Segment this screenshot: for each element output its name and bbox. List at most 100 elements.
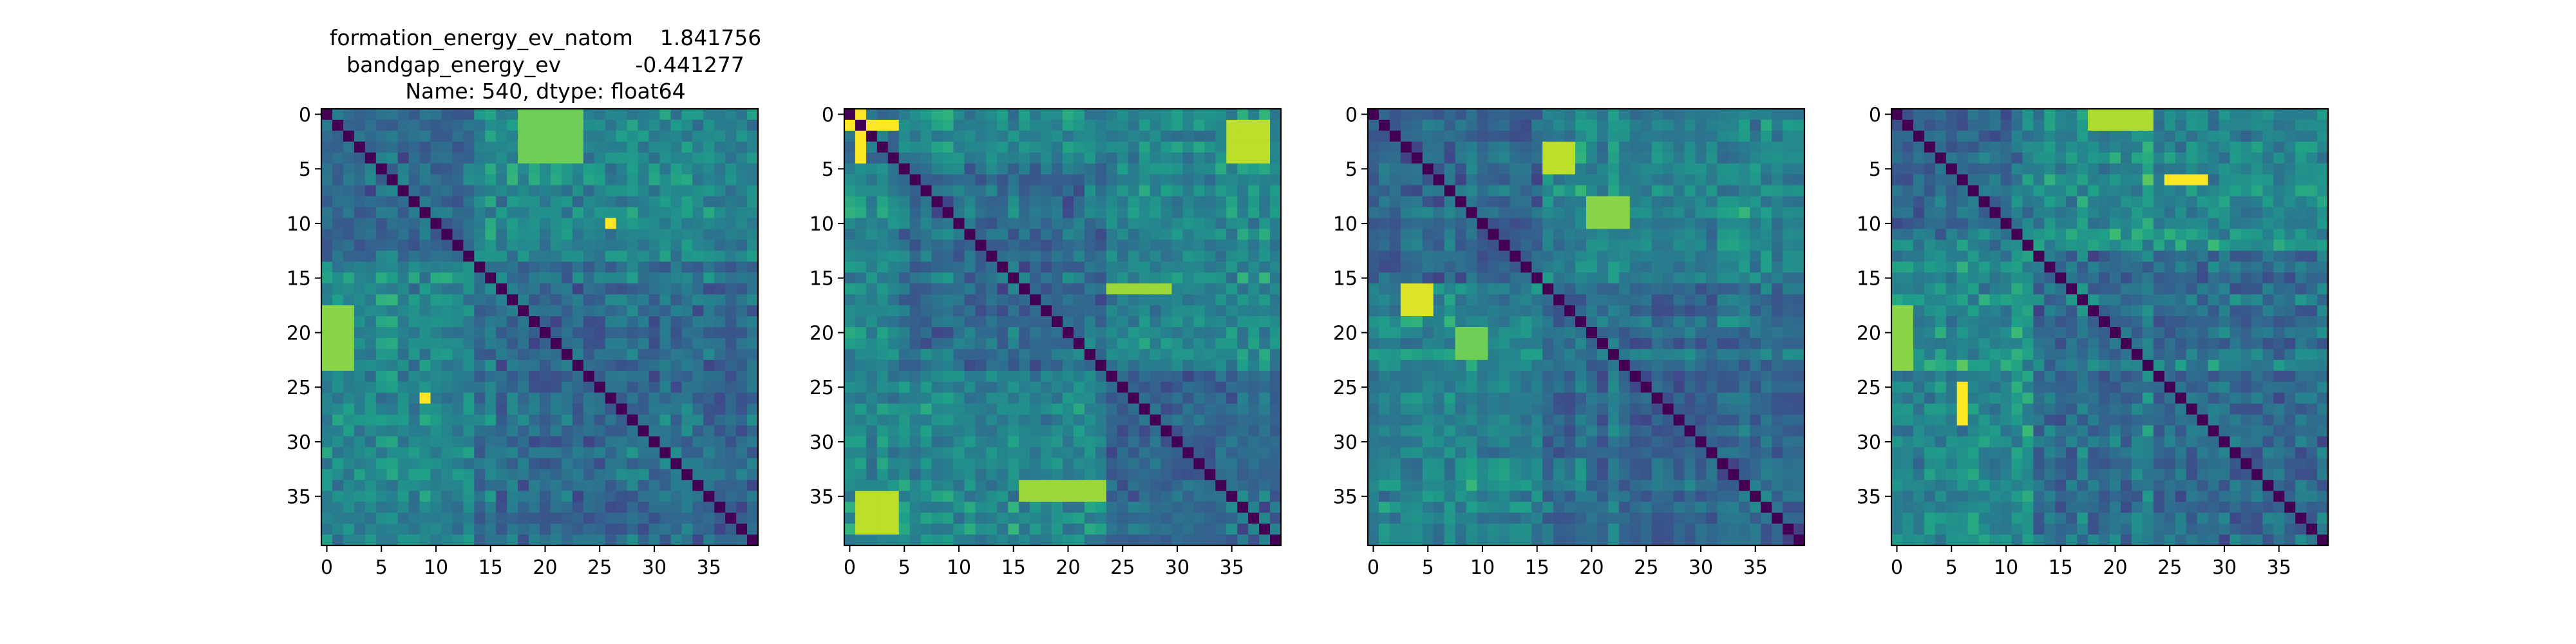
heatmap-cell	[1739, 436, 1750, 448]
heatmap-cell	[931, 294, 943, 306]
heatmap-cell	[474, 381, 486, 393]
heatmap-cell	[1052, 218, 1063, 230]
x-tick-label: 10	[424, 556, 448, 579]
heatmap-cell	[561, 414, 573, 426]
heatmap-cell	[681, 141, 693, 153]
heatmap-cell	[1651, 381, 1663, 393]
heatmap-cell	[986, 447, 998, 459]
heatmap-cell	[1433, 305, 1445, 317]
heatmap-cell	[986, 381, 998, 393]
heatmap-cell	[931, 218, 943, 230]
heatmap-cell	[1607, 229, 1620, 240]
heatmap-cell	[1106, 370, 1118, 383]
heatmap-cell	[1542, 337, 1554, 350]
heatmap-cell	[1684, 491, 1696, 502]
heatmap-cell	[747, 109, 759, 120]
heatmap-cell	[1640, 229, 1653, 240]
heatmap-cell	[1499, 130, 1510, 142]
heatmap-cell	[986, 240, 998, 251]
heatmap-cell	[1794, 524, 1805, 535]
heatmap-cell	[1193, 436, 1205, 448]
heatmap-cell	[1193, 251, 1205, 262]
heatmap-cell	[1596, 458, 1609, 469]
heatmap-cell	[1422, 316, 1434, 328]
heatmap-cell	[1750, 414, 1761, 426]
heatmap-cell	[670, 163, 682, 175]
heatmap-cell	[1444, 327, 1456, 339]
heatmap-cell	[1063, 185, 1074, 197]
heatmap-cell	[1128, 261, 1140, 273]
heatmap-cell	[1695, 163, 1707, 175]
heatmap-cell	[887, 524, 900, 535]
heatmap-cell	[692, 109, 704, 120]
heatmap-cell	[1030, 513, 1041, 524]
heatmap-cell	[1596, 174, 1609, 186]
heatmap-cell	[1913, 109, 1925, 120]
heatmap-cell	[1673, 370, 1685, 383]
heatmap-cell	[898, 109, 911, 120]
heatmap-cell	[1444, 305, 1456, 317]
heatmap-cell	[692, 535, 704, 546]
heatmap-cell	[463, 119, 475, 131]
heatmap-cell	[375, 141, 388, 153]
heatmap-cell	[397, 524, 410, 535]
heatmap-cell	[561, 294, 573, 306]
heatmap-cell	[649, 163, 661, 175]
heatmap-cell	[1542, 524, 1554, 535]
heatmap-cell	[1073, 370, 1085, 383]
heatmap-cell	[1794, 491, 1805, 502]
heatmap-cell	[1182, 392, 1194, 404]
heatmap-cell	[1466, 513, 1478, 524]
heatmap-cell	[1596, 294, 1609, 306]
heatmap-cell	[616, 272, 628, 284]
heatmap-cell	[332, 348, 344, 361]
heatmap-cell	[594, 196, 606, 208]
heatmap-cell	[1466, 535, 1478, 546]
heatmap-cell	[572, 305, 584, 317]
heatmap-cell	[1596, 141, 1609, 153]
heatmap-cell	[1640, 283, 1653, 295]
heatmap-cell	[986, 316, 998, 328]
heatmap-cell	[855, 535, 867, 546]
heatmap-cell	[1531, 491, 1543, 502]
heatmap-cell	[931, 185, 943, 197]
heatmap-cell	[1411, 348, 1423, 361]
heatmap-cell	[964, 294, 976, 306]
heatmap-cell	[1084, 305, 1096, 317]
heatmap-cell	[1783, 218, 1794, 230]
heatmap-cell	[408, 414, 421, 426]
heatmap-cell	[1739, 294, 1750, 306]
heatmap-cell	[1052, 185, 1063, 197]
heatmap-cell	[876, 130, 889, 142]
heatmap-cell	[1629, 359, 1642, 372]
heatmap-cell	[1160, 414, 1173, 426]
heatmap-cell	[1019, 163, 1030, 175]
heatmap-cell	[540, 294, 551, 306]
heatmap-cell	[452, 109, 464, 120]
heatmap-cell	[1783, 163, 1794, 175]
heatmap-cell	[452, 513, 464, 524]
heatmap-cell	[659, 283, 671, 295]
heatmap-cell	[681, 174, 693, 186]
heatmap-cell	[681, 337, 693, 350]
heatmap-cell	[1095, 436, 1107, 448]
heatmap-cell	[1226, 348, 1238, 361]
heatmap-cell	[1433, 316, 1445, 328]
heatmap-cell	[953, 305, 965, 317]
heatmap-cell	[1618, 305, 1631, 317]
heatmap-cell	[725, 381, 737, 393]
heatmap-cell	[583, 218, 595, 230]
heatmap-cell	[1019, 283, 1030, 295]
heatmap-cell	[1520, 337, 1532, 350]
heatmap-cell	[1531, 392, 1543, 404]
heatmap-cell	[430, 152, 442, 164]
heatmap-cell	[1510, 348, 1521, 361]
heatmap-cell	[1204, 174, 1216, 186]
y-tick-label: 30	[810, 431, 834, 454]
heatmap-cell	[1400, 337, 1412, 350]
heatmap-cell	[605, 381, 617, 393]
heatmap-cell	[354, 436, 366, 448]
heatmap-cell	[386, 359, 399, 372]
heatmap-cell	[681, 316, 693, 328]
